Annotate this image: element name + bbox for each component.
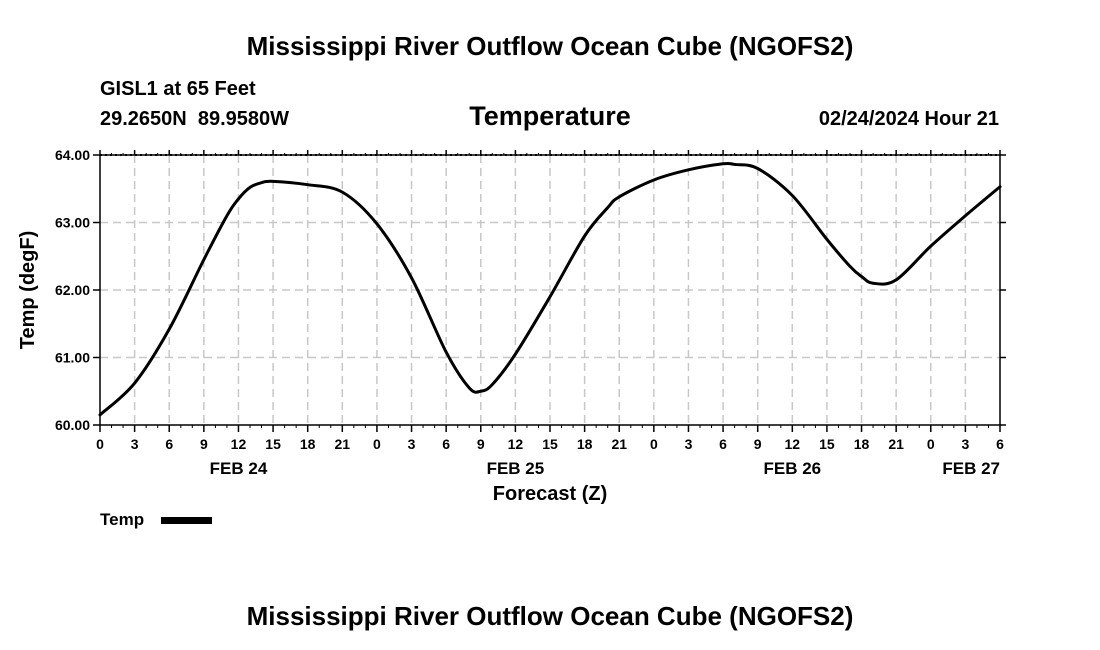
x-tick-label: 21 <box>611 436 627 452</box>
x-axis-title: Forecast (Z) <box>493 483 607 505</box>
x-tick-label: 6 <box>719 436 727 452</box>
y-tick-label: 61.00 <box>55 350 90 366</box>
date-label: FEB 25 <box>487 459 545 478</box>
x-tick-label: 3 <box>685 436 693 452</box>
date-labels: FEB 24 FEB 25 FEB 26 FEB 27 <box>210 459 1000 478</box>
y-tick-label: 60.00 <box>55 417 90 433</box>
temp-series-line <box>98 161 1002 417</box>
y-tick-labels: 60.00 61.00 62.00 63.00 64.00 <box>55 147 90 433</box>
x-tick-label: 12 <box>785 436 801 452</box>
x-tick-label: 21 <box>335 436 351 452</box>
legend-label: Temp <box>100 510 144 529</box>
date-label: FEB 26 <box>763 459 821 478</box>
x-tick-label: 0 <box>373 436 381 452</box>
legend-swatch <box>161 517 212 524</box>
grid-lines <box>100 155 1000 425</box>
x-tick-label: 21 <box>888 436 904 452</box>
x-tick-label: 15 <box>542 436 558 452</box>
x-tick-label: 12 <box>231 436 247 452</box>
x-tick-label: 0 <box>650 436 658 452</box>
x-tick-label: 6 <box>165 436 173 452</box>
x-tick-label: 9 <box>200 436 208 452</box>
x-tick-label: 12 <box>508 436 524 452</box>
x-tick-label: 3 <box>408 436 416 452</box>
x-tick-label: 6 <box>996 436 1004 452</box>
x-tick-label: 6 <box>442 436 450 452</box>
y-axis-title: Temp (degF) <box>17 231 39 350</box>
x-tick-label: 3 <box>961 436 969 452</box>
y-tick-label: 63.00 <box>55 215 90 231</box>
x-tick-label: 15 <box>819 436 835 452</box>
x-tick-label: 15 <box>265 436 281 452</box>
x-tick-label: 3 <box>131 436 139 452</box>
x-tick-label: 9 <box>477 436 485 452</box>
x-tick-label: 0 <box>96 436 104 452</box>
chart-title: Temperature <box>469 101 631 131</box>
x-tick-label: 18 <box>577 436 593 452</box>
date-label: FEB 27 <box>942 459 1000 478</box>
station-label: GISL1 at 65 Feet <box>100 78 256 100</box>
x-tick-label: 0 <box>927 436 935 452</box>
x-tick-label: 9 <box>754 436 762 452</box>
x-tick-label: 18 <box>300 436 316 452</box>
y-tick-label: 64.00 <box>55 147 90 163</box>
datetime-label: 02/24/2024 Hour 21 <box>819 108 999 130</box>
coords-label: 29.2650N 89.9580W <box>100 108 289 130</box>
y-tick-label: 62.00 <box>55 282 90 298</box>
bottom-title: Mississippi River Outflow Ocean Cube (NG… <box>247 601 854 631</box>
x-tick-labels: 0 3 6 9 12 15 18 21 0 3 6 9 12 15 18 21 0 3 6 9 12 15 18 21 0 3 6 <box>96 436 1004 452</box>
main-title: Mississippi River Outflow Ocean Cube (NG… <box>247 31 854 61</box>
date-label: FEB 24 <box>210 459 268 478</box>
x-tick-label: 18 <box>854 436 870 452</box>
